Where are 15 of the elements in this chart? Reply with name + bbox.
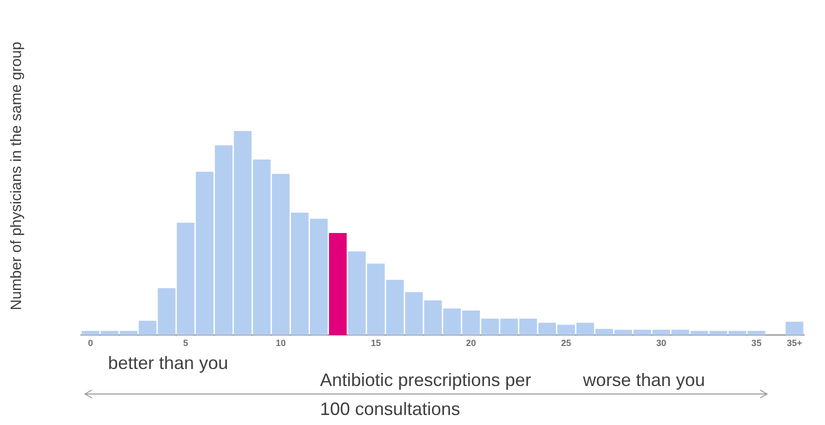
x-tick-label: 35+ <box>786 338 802 348</box>
x-tick-label: 20 <box>466 338 476 348</box>
x-tick-label: 10 <box>276 338 286 348</box>
bar <box>329 233 347 335</box>
x-tick-label: 30 <box>656 338 666 348</box>
text: worse than you <box>582 370 706 390</box>
bar <box>786 322 804 335</box>
y-axis-title: Number of physicians in the same group <box>8 42 26 310</box>
x-tick-label: 5 <box>183 338 188 348</box>
x-axis-title: Antibiotic prescriptions per 100 consultations <box>320 370 532 419</box>
x-tick-label: 0 <box>88 338 94 348</box>
text: better than you <box>108 353 228 373</box>
x-tick-label: 25 <box>561 338 572 348</box>
x-tick-label: 15 <box>370 338 381 348</box>
x-tick-label: 35 <box>751 338 762 348</box>
